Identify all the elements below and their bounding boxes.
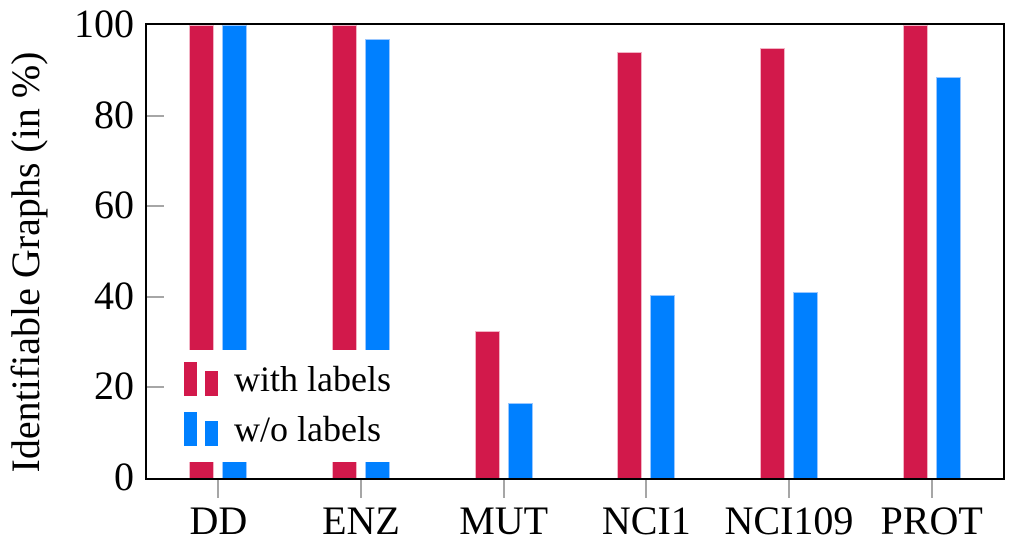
y-tick-label-100: 100 [74,1,134,46]
x-tick-prot [930,480,933,498]
y-tick-20 [147,386,164,389]
x-tick-label-enz: ENZ [322,498,400,543]
legend-label-w-o-labels: w/o labels [234,409,381,449]
bar-mut-with-labels [474,330,500,478]
x-tick-mut [502,480,505,498]
x-tick-nci1 [645,480,648,498]
bar-mut-w-o-labels [507,403,533,478]
legend-item-with-labels: with labels [184,354,458,404]
bar-nci1-with-labels [617,52,643,478]
bar-prot-w-o-labels [935,77,961,478]
bar-nci109-with-labels [760,47,785,478]
y-tick-label-80: 80 [94,91,134,137]
x-tick-label-prot: PROT [880,498,983,543]
legend: with labels w/o labels [166,350,458,462]
x-tick-label-dd: DD [189,498,248,543]
y-tick-40 [147,295,164,298]
x-tick-nci109 [788,480,790,498]
x-tick-label-nci1: NCI1 [601,498,691,543]
bar-nci109-w-o-labels [793,292,818,478]
legend-swatch-w-o-labels [184,410,220,448]
x-tick-label-nci109: NCI109 [724,498,854,543]
y-tick-label-20: 20 [94,363,134,409]
x-tick-label-mut: MUT [459,498,549,543]
y-tick-label-0: 0 [114,454,134,499]
bar-prot-with-labels [902,25,928,478]
legend-label-with-labels: with labels [234,359,391,399]
y-tick-label-60: 60 [94,182,134,228]
bar-nci1-w-o-labels [650,294,676,478]
legend-item-w-o-labels: w/o labels [184,404,458,454]
y-tick-label-40: 40 [94,272,134,318]
x-tick-dd [217,480,220,498]
x-tick-enz [360,480,362,498]
legend-swatch-with-labels [184,360,220,398]
y-tick-80 [147,114,164,117]
y-tick-60 [147,205,164,208]
